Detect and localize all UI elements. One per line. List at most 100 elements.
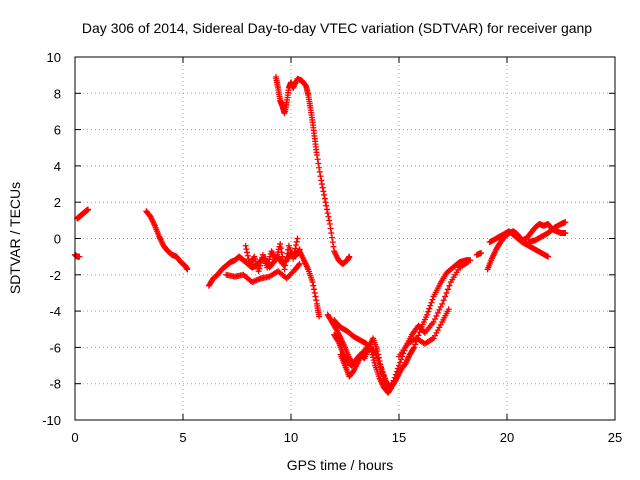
y-tick-label: -6 [49,340,61,355]
data-point [446,282,453,289]
data-point [76,253,83,260]
data-point [377,361,384,368]
y-tick-label: -4 [49,304,61,319]
data-point [317,173,324,180]
data-point [311,289,318,296]
data-point [330,243,337,250]
data-point [375,351,382,358]
data-point [394,365,401,372]
data-point [321,195,328,202]
data-point [320,188,327,195]
data-point [410,345,417,352]
data-point [346,253,353,260]
data-point [282,258,289,265]
data-point [84,206,91,213]
x-tick-label: 20 [500,430,514,445]
data-point [545,253,552,260]
data-point [324,210,331,217]
data-point [371,359,378,366]
data-point [316,313,323,320]
data-point [445,306,452,313]
data-point [318,177,325,184]
data-point [316,168,323,175]
data-point [310,282,317,289]
data-point [387,386,394,393]
data-point [309,279,316,286]
data-point [283,254,290,261]
data-point [411,344,418,351]
data-point [436,306,443,313]
data-point [184,266,191,273]
data-point [265,259,272,266]
data-point [281,266,288,273]
data-point [393,368,400,375]
data-point [314,156,321,163]
data-point [295,261,302,268]
data-point [329,239,336,246]
data-point [316,164,323,171]
data-point [258,257,265,264]
data-point [440,297,447,304]
data-point [290,252,297,259]
data-point [396,362,402,369]
data-point [311,286,318,293]
data-point [323,202,330,209]
y-tick-label: 2 [54,195,61,210]
data-point [291,248,298,255]
data-point [326,217,333,224]
data-point [437,303,444,310]
data-point [322,199,329,206]
axis-ticks: 0 5 10 15 20 25 -10 -8 -6 -4 -2 0 2 4 6 8 10 [42,50,622,445]
data-point [444,286,451,293]
data-point [442,293,449,300]
data-point [242,242,249,249]
data-point [478,250,485,257]
data-point [334,337,341,344]
data-point [290,255,297,262]
data-point [277,245,284,252]
data-point [428,299,435,306]
data-point [424,311,431,318]
data-point [375,354,382,361]
data-point [324,206,330,213]
data-point [257,260,264,267]
y-tick-label: -2 [49,268,61,283]
y-tick-label: -8 [49,377,61,392]
data-point [257,262,264,269]
data-point [319,184,326,191]
data-point [434,309,441,316]
data-point [376,358,383,365]
data-marks [72,73,569,396]
data-point [277,240,284,247]
x-tick-label: 15 [392,430,406,445]
plot-frame [74,56,616,421]
data-point [429,296,436,303]
data-point [273,254,280,261]
data-point [398,356,405,363]
data-point [562,230,569,237]
data-point [327,225,334,232]
data-point [315,160,322,167]
data-point [370,357,377,364]
data-point [412,341,419,348]
data-point [264,261,271,268]
data-point [465,259,472,266]
data-point [313,152,320,159]
data-point [272,257,279,264]
data-point [427,302,434,309]
data-point [325,213,332,220]
data-point [426,305,433,312]
data-point [326,220,333,227]
data-point [370,348,377,355]
data-point [415,332,422,339]
data-point [392,371,399,378]
data-point [313,297,320,304]
data-point [318,181,325,188]
y-tick-label: 6 [54,123,61,138]
data-point [430,318,437,325]
data-point [562,219,569,226]
data-point [329,234,336,241]
x-tick-label: 5 [179,430,186,445]
x-tick-label: 25 [608,430,622,445]
